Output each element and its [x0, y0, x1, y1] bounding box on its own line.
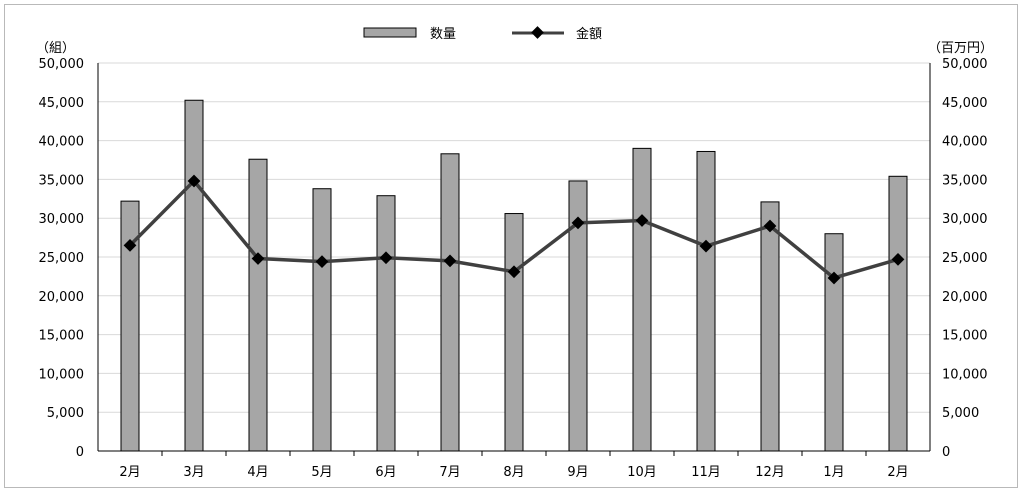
y-right-tick-label: 25,000	[942, 251, 988, 266]
line-marker	[315, 255, 329, 269]
y-left-tick-label: 5,000	[47, 406, 84, 421]
axis-layer: 0 5,000 10,000 15,000 20,000 25,000 30,000 35,0…	[39, 57, 988, 480]
y-left-tick-label: 15,000	[39, 329, 85, 344]
y-right-tick-label: 35,000	[942, 173, 988, 188]
legend-swatch-bar	[363, 27, 417, 38]
x-tick-label: 11月	[691, 465, 721, 480]
x-tick-label: 8月	[503, 465, 524, 480]
y-right-tick-label: 10,000	[942, 367, 988, 382]
bar	[248, 158, 268, 452]
line-marker	[251, 252, 265, 265]
y-left-tick-label: 25,000	[39, 251, 85, 266]
bar	[888, 175, 908, 452]
y-left-tick-label: 50,000	[39, 57, 85, 72]
x-tick-label: 3月	[183, 465, 204, 480]
bar	[504, 213, 524, 452]
x-tick-label: 6月	[375, 465, 396, 480]
y-right-tick-label: 5,000	[942, 406, 979, 421]
x-tick-label: 9月	[567, 465, 588, 480]
y-right-tick-label: 0	[942, 445, 950, 460]
line-marker	[443, 254, 457, 268]
x-tick-label: 10月	[627, 465, 657, 480]
line-marker	[123, 238, 137, 252]
y-left-tick-label: 45,000	[39, 96, 85, 111]
legend-label-line: 金額	[576, 26, 602, 42]
legend: 数量 金額	[363, 26, 602, 42]
bar	[632, 147, 652, 452]
y-right-axis-label: （百万円）	[928, 41, 993, 56]
y-right-tick-label: 20,000	[942, 290, 988, 305]
bar	[696, 150, 716, 452]
x-tick-label: 1月	[823, 465, 844, 480]
x-tick-label: 12月	[755, 465, 785, 480]
y-right-tick-label: 50,000	[942, 57, 988, 72]
line-marker	[187, 174, 201, 188]
y-right-tick-label: 30,000	[942, 212, 988, 227]
y-right-tick-label: 15,000	[942, 329, 988, 344]
bar	[312, 188, 332, 452]
grid-layer	[98, 62, 930, 413]
x-tick-label: 5月	[311, 465, 332, 480]
chart-frame	[4, 4, 1018, 488]
bar	[184, 99, 204, 452]
bar	[440, 153, 460, 452]
y-left-tick-label: 30,000	[39, 212, 85, 227]
y-left-tick-label: 20,000	[39, 290, 85, 305]
bar	[760, 201, 780, 452]
y-left-axis-label: （組）	[36, 41, 75, 56]
y-right-tick-label: 45,000	[942, 96, 988, 111]
legend-marker	[531, 26, 544, 39]
y-right-tick-label: 40,000	[942, 135, 988, 150]
x-tick-label: 4月	[247, 465, 268, 480]
y-left-tick-label: 10,000	[39, 367, 85, 382]
line-marker	[379, 251, 393, 265]
x-tick-label: 7月	[439, 465, 460, 480]
x-tick-label: 2月	[887, 465, 908, 480]
y-left-tick-label: 0	[76, 445, 84, 460]
x-tick-label: 2月	[119, 465, 140, 480]
legend-label-bar: 数量	[430, 27, 456, 42]
y-left-tick-label: 35,000	[39, 173, 85, 188]
bar	[376, 195, 396, 452]
y-left-tick-label: 40,000	[39, 135, 85, 150]
bar	[824, 233, 844, 452]
